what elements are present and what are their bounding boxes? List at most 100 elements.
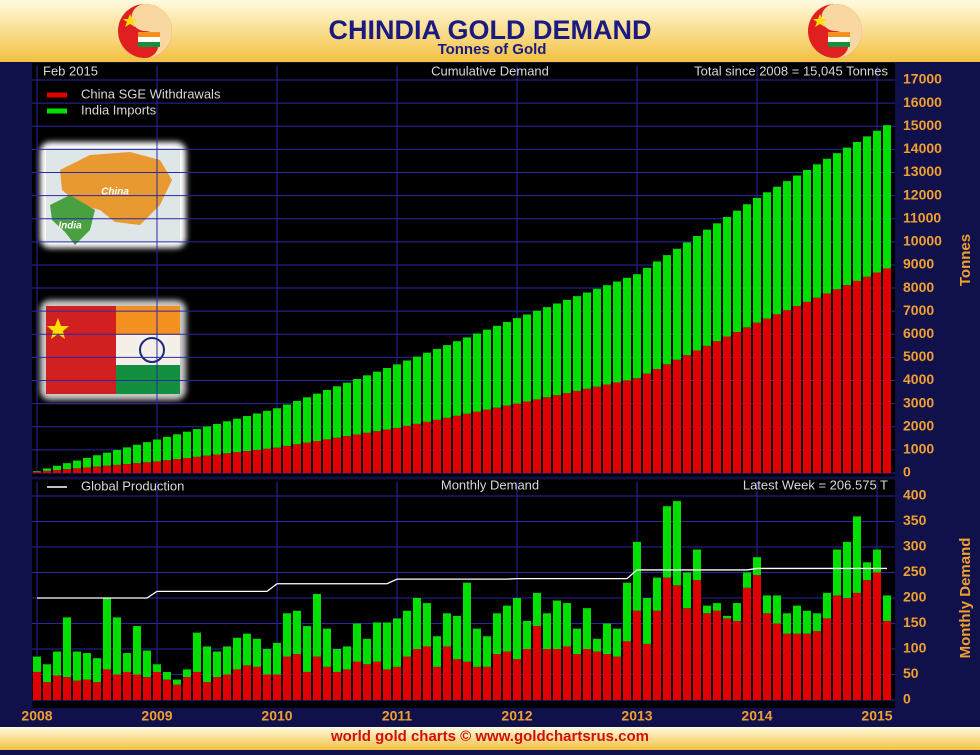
bar bbox=[513, 598, 521, 660]
y-tick-label: 15000 bbox=[903, 117, 942, 133]
y-tick-label: 0 bbox=[903, 464, 911, 480]
bar bbox=[223, 646, 231, 675]
legend-label: Global Production bbox=[81, 478, 184, 493]
bar bbox=[163, 460, 171, 473]
x-tick-label: 2010 bbox=[261, 708, 292, 724]
bar bbox=[523, 620, 531, 649]
map-picture: China India bbox=[40, 142, 186, 248]
bar bbox=[373, 622, 381, 662]
bar bbox=[703, 345, 711, 473]
bar bbox=[833, 549, 841, 596]
bar bbox=[213, 677, 221, 700]
y-tick-label: 4000 bbox=[903, 371, 934, 387]
bar bbox=[313, 593, 321, 657]
bar bbox=[183, 431, 191, 458]
bar bbox=[143, 462, 151, 473]
labels: 0100020003000400050006000700080009000100… bbox=[21, 63, 974, 723]
legend-label: China SGE Withdrawals bbox=[81, 86, 221, 101]
bar bbox=[263, 649, 271, 675]
bar bbox=[133, 444, 141, 464]
bar bbox=[33, 471, 41, 472]
bar bbox=[633, 378, 641, 473]
bar bbox=[193, 456, 201, 473]
bar bbox=[203, 646, 211, 683]
bar bbox=[393, 618, 401, 667]
bar bbox=[383, 669, 391, 700]
bar bbox=[283, 656, 291, 700]
bar bbox=[373, 431, 381, 473]
bar bbox=[223, 421, 231, 454]
bar bbox=[433, 348, 441, 420]
bar bbox=[403, 610, 411, 657]
bar bbox=[623, 582, 631, 642]
bar bbox=[263, 674, 271, 700]
bar bbox=[603, 654, 611, 700]
bar bbox=[843, 598, 851, 700]
bar bbox=[313, 656, 321, 700]
bar bbox=[653, 610, 661, 700]
bar bbox=[173, 684, 181, 700]
bar bbox=[583, 292, 591, 389]
bar bbox=[473, 333, 481, 412]
bar bbox=[513, 659, 521, 700]
y-axis-label: Tonnes bbox=[957, 234, 974, 286]
bar bbox=[133, 463, 141, 473]
bar bbox=[153, 439, 161, 462]
bar bbox=[363, 375, 371, 433]
bar bbox=[473, 411, 481, 473]
bar bbox=[233, 637, 241, 670]
bar bbox=[383, 367, 391, 430]
bar bbox=[133, 626, 141, 675]
bar bbox=[43, 682, 51, 700]
bar bbox=[593, 288, 601, 387]
bar bbox=[663, 255, 671, 365]
map-label: India bbox=[58, 221, 82, 232]
bar bbox=[273, 408, 281, 448]
bar bbox=[43, 470, 51, 473]
bar bbox=[293, 610, 301, 655]
bar bbox=[403, 656, 411, 700]
bar bbox=[713, 223, 721, 342]
bar bbox=[433, 419, 441, 473]
bar bbox=[643, 373, 651, 473]
bar bbox=[833, 289, 841, 473]
bar bbox=[503, 321, 511, 406]
bar bbox=[513, 318, 521, 404]
bar bbox=[553, 303, 561, 396]
bar bbox=[483, 636, 491, 667]
bar bbox=[803, 633, 811, 700]
bar bbox=[773, 623, 781, 700]
bar bbox=[103, 669, 111, 700]
bar bbox=[413, 423, 421, 473]
bar bbox=[713, 341, 721, 473]
bar bbox=[53, 651, 61, 676]
bar bbox=[283, 613, 291, 657]
y-tick-label: 5000 bbox=[903, 348, 934, 364]
bar bbox=[683, 572, 691, 609]
bar bbox=[853, 592, 861, 700]
bar bbox=[883, 620, 891, 700]
y-tick-label: 2000 bbox=[903, 417, 934, 433]
bar bbox=[53, 465, 61, 471]
bar bbox=[423, 352, 431, 422]
x-tick-label: 2014 bbox=[741, 708, 772, 724]
bar bbox=[183, 669, 191, 678]
bar bbox=[153, 461, 161, 473]
bar bbox=[203, 426, 211, 456]
bar bbox=[573, 654, 581, 700]
bar bbox=[193, 632, 201, 672]
y-tick-label: 3000 bbox=[903, 394, 934, 410]
y-tick-label: 9000 bbox=[903, 256, 934, 272]
bar bbox=[743, 572, 751, 588]
bar bbox=[853, 280, 861, 473]
bar bbox=[103, 598, 111, 670]
bar bbox=[343, 646, 351, 670]
bar bbox=[383, 429, 391, 473]
y-tick-label: 1000 bbox=[903, 441, 934, 457]
bar bbox=[463, 337, 471, 414]
flags-picture bbox=[40, 300, 186, 400]
y-tick-label: 250 bbox=[903, 563, 927, 579]
bar bbox=[293, 444, 301, 473]
bar bbox=[123, 464, 131, 473]
